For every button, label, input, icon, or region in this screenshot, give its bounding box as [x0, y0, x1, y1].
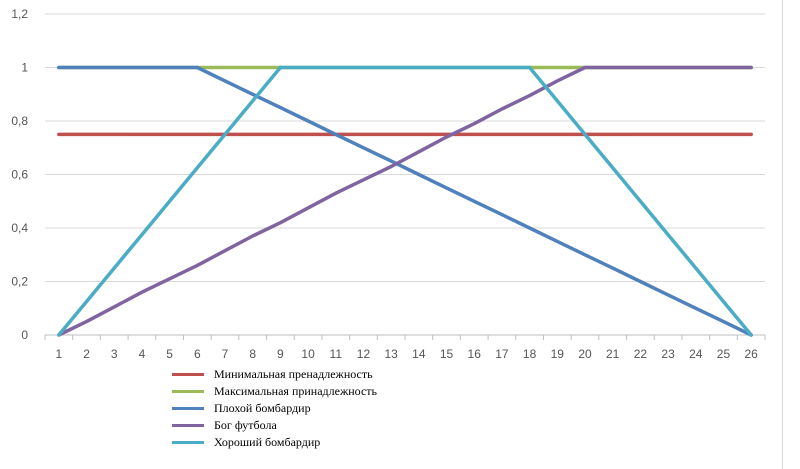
y-tick-label: 1,2 [11, 7, 28, 21]
x-tick-label: 17 [495, 347, 509, 361]
x-tick-label: 1 [56, 347, 63, 361]
legend-label: Хороший бомбардир [214, 435, 321, 449]
legend-item: Максимальная принадлежность [172, 383, 377, 400]
series-line [57, 65, 753, 337]
x-tick-label: 15 [440, 347, 454, 361]
x-tick-label: 20 [578, 347, 592, 361]
x-tick-label: 12 [357, 347, 371, 361]
chart-frame-edge [782, 0, 783, 469]
x-tick-label: 5 [166, 347, 173, 361]
y-tick-label: 1 [21, 61, 28, 75]
y-axis-ticks: 0 0,2 0,4 0,6 0,8 1 1,2 [11, 7, 28, 342]
x-tick-label: 23 [661, 347, 675, 361]
x-tick-label: 10 [301, 347, 315, 361]
y-tick-label: 0 [21, 328, 28, 342]
legend-swatch [172, 406, 204, 411]
y-tick-label: 0,2 [11, 275, 28, 289]
x-tick-label: 13 [384, 347, 398, 361]
x-axis-ticks: 1 2 3 4 5 6 7 8 9 10 11 12 13 14 15 16 17 18 19 20 21 22 23 24 2… [44, 335, 766, 361]
legend-label: Плохой бомбардир [214, 401, 311, 415]
legend-label: Минимальная пренадлежность [214, 367, 373, 381]
legend: Минимальная пренадлежность Максимальная п… [172, 366, 377, 451]
legend-swatch [172, 389, 204, 394]
legend-item: Бог футбола [172, 417, 377, 434]
x-tick-label: 11 [330, 347, 343, 361]
y-tick-label: 0,4 [11, 221, 28, 235]
x-tick-label: 2 [83, 347, 90, 361]
x-tick-label: 21 [606, 347, 620, 361]
legend-item: Плохой бомбардир [172, 400, 377, 417]
legend-swatch [172, 423, 204, 428]
x-tick-label: 9 [277, 347, 284, 361]
x-tick-label: 22 [634, 347, 648, 361]
series-line [57, 65, 753, 337]
x-tick-label: 24 [689, 347, 703, 361]
legend-item: Минимальная пренадлежность [172, 366, 377, 383]
x-tick-label: 3 [111, 347, 118, 361]
x-tick-label: 18 [523, 347, 537, 361]
legend-swatch [172, 372, 204, 377]
series-line [57, 65, 753, 337]
y-tick-label: 0,6 [11, 168, 28, 182]
y-tick-label: 0,8 [11, 114, 28, 128]
legend-label: Максимальная принадлежность [214, 384, 378, 398]
x-tick-label: 4 [139, 347, 146, 361]
x-tick-label: 14 [412, 347, 426, 361]
legend-swatch [172, 440, 204, 445]
x-tick-label: 6 [194, 347, 201, 361]
x-tick-label: 16 [468, 347, 482, 361]
x-tick-label: 8 [249, 347, 256, 361]
legend-label: Бог футбола [214, 418, 277, 432]
legend-item: Хороший бомбардир [172, 434, 377, 451]
x-tick-label: 25 [717, 347, 731, 361]
x-tick-label: 19 [551, 347, 565, 361]
x-tick-label: 7 [222, 347, 229, 361]
series-lines [57, 65, 753, 337]
x-tick-label: 26 [744, 347, 758, 361]
